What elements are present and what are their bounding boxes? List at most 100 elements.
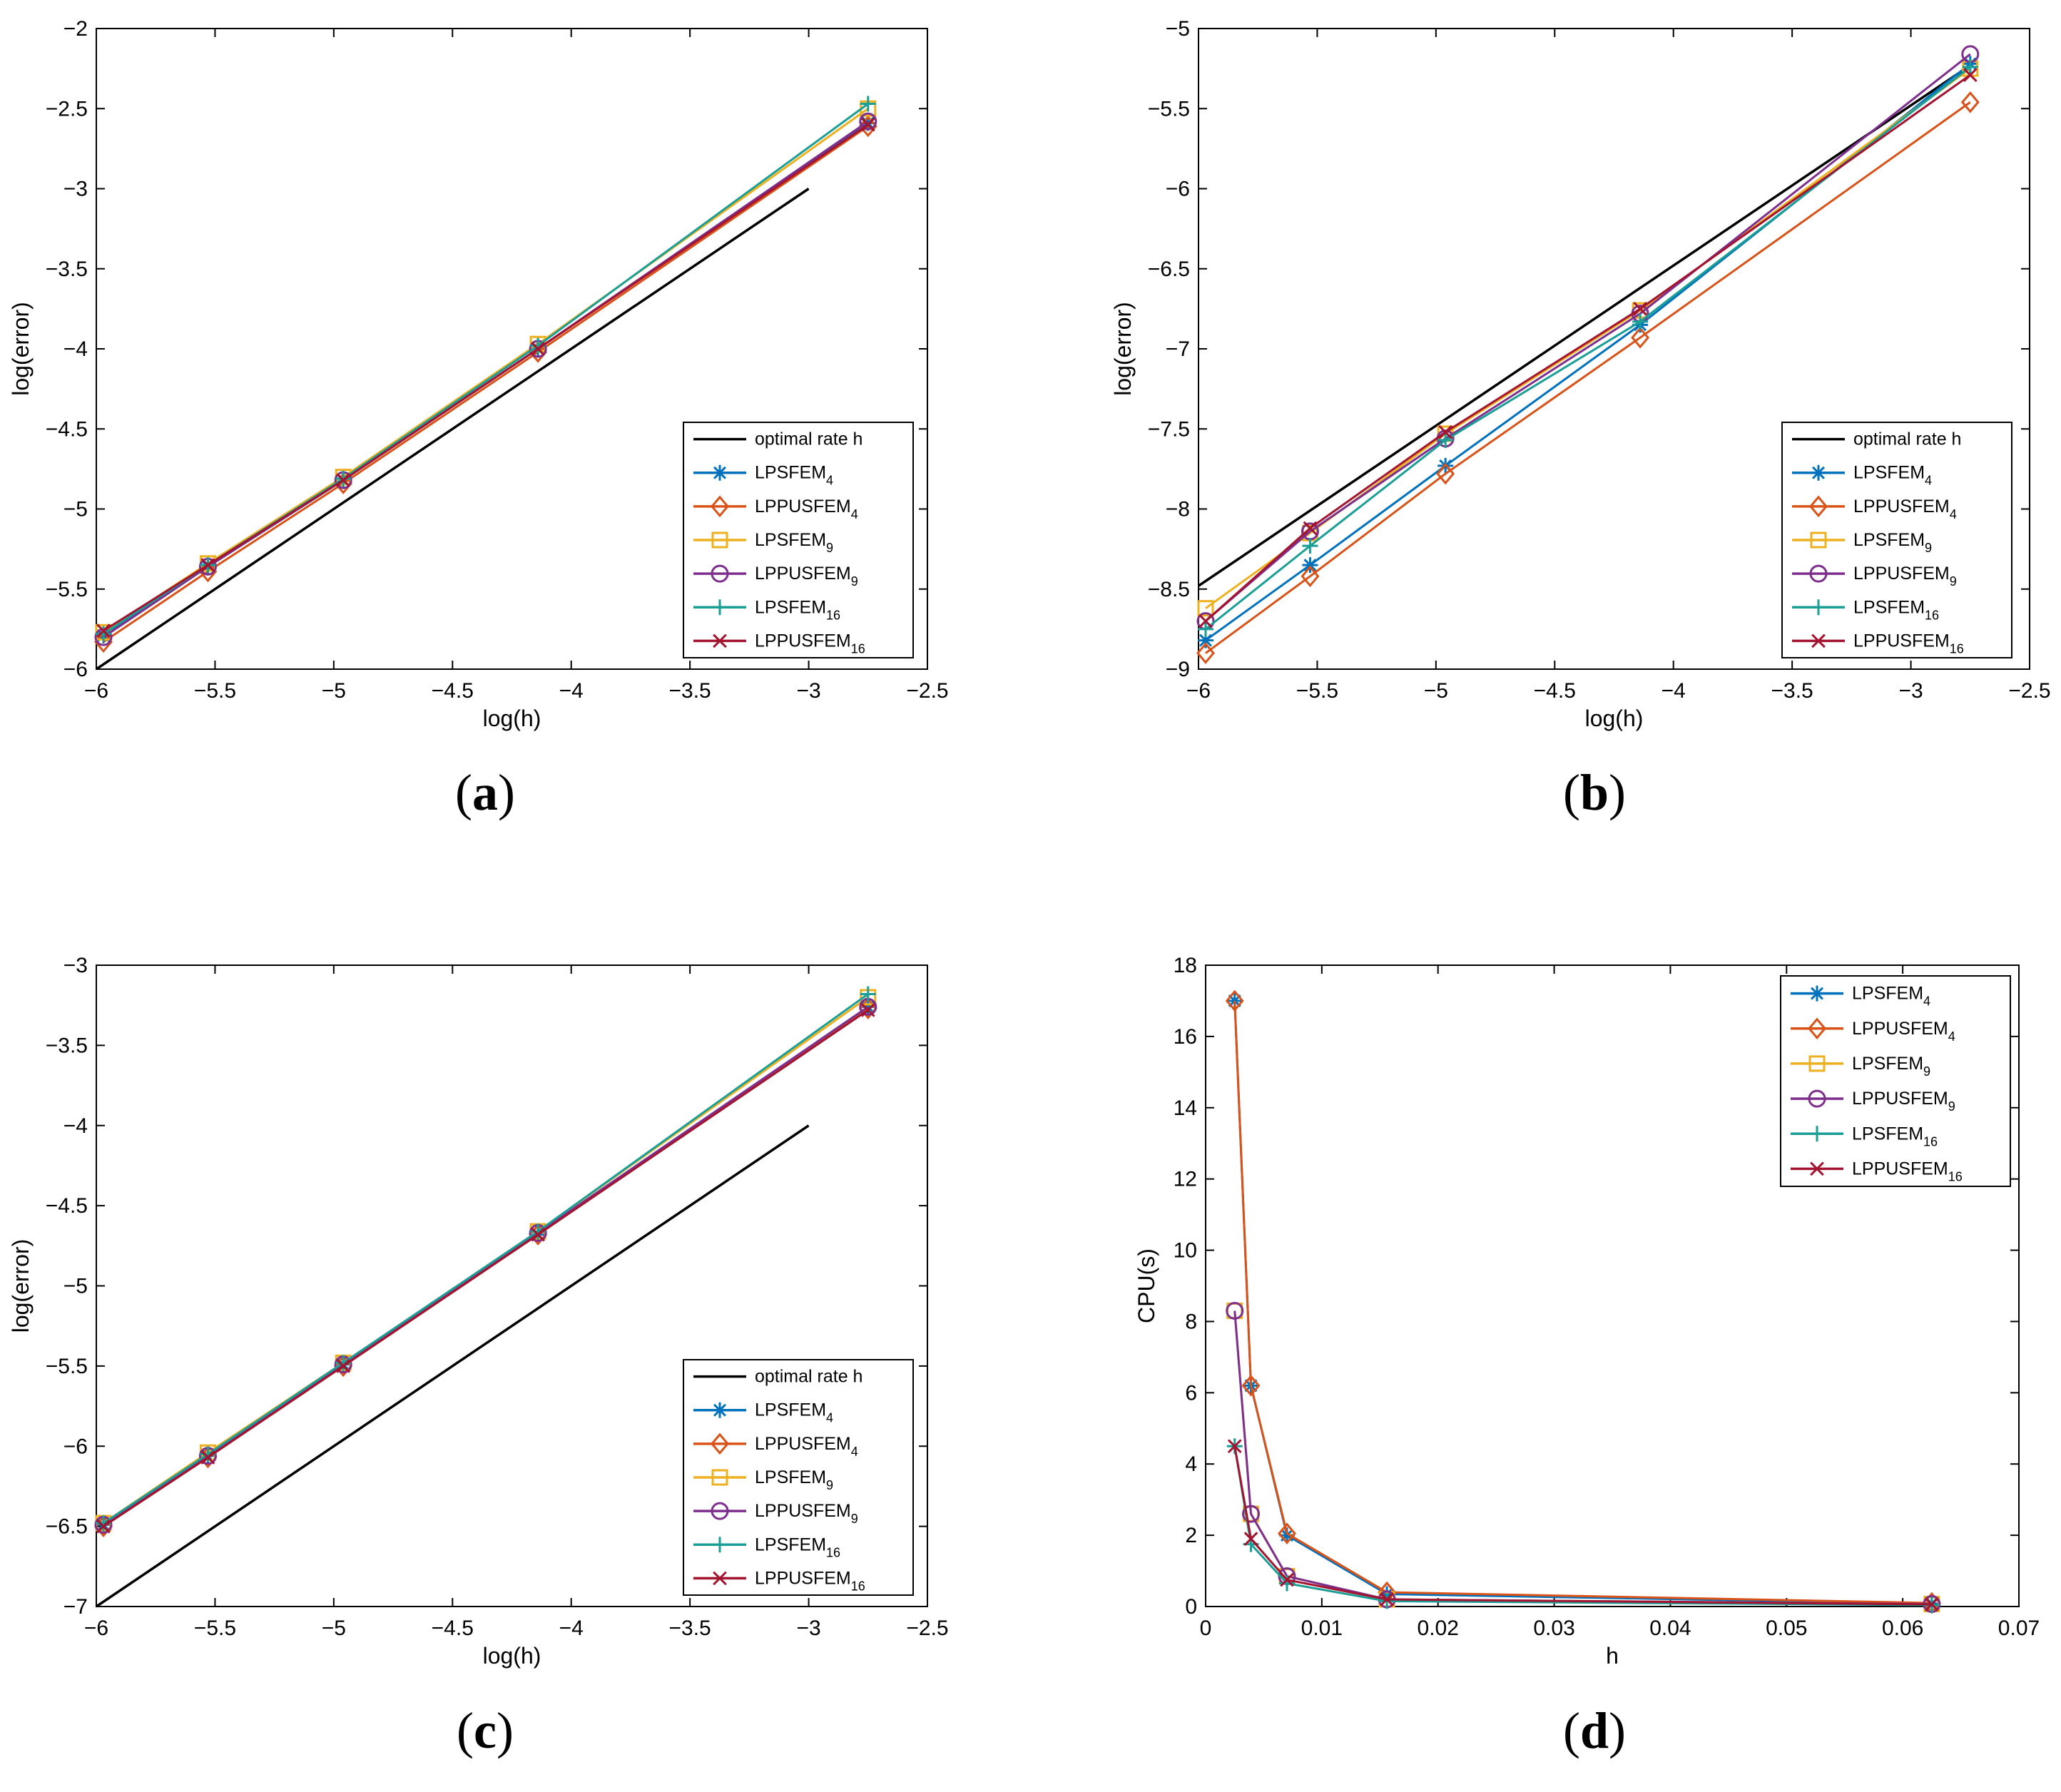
y-tick-label: −3.5 <box>46 258 88 281</box>
legend-subscript: 16 <box>1923 1134 1938 1149</box>
y-tick-label: −6 <box>63 1435 88 1458</box>
x-tick-label: −4 <box>559 679 584 703</box>
data-point <box>1226 992 1243 1009</box>
legend-subscript: 9 <box>1948 1099 1955 1114</box>
legend-subscript: 16 <box>851 641 865 656</box>
legend-label: optimal rate h <box>755 429 862 449</box>
legend-subscript: 16 <box>1948 1169 1963 1183</box>
x-tick-label: −6 <box>84 679 108 703</box>
legend-subscript: 9 <box>1925 541 1932 555</box>
y-tick-label: 16 <box>1174 1025 1197 1049</box>
legend-marker <box>1808 1089 1826 1108</box>
x-tick-label: −4.5 <box>432 679 474 703</box>
legend-subscript: 4 <box>1925 474 1932 488</box>
x-axis-label: log(h) <box>483 706 541 731</box>
legend-marker <box>711 564 729 583</box>
data-point <box>1436 462 1455 485</box>
data-point <box>1225 989 1244 1012</box>
data-point <box>1199 614 1213 628</box>
legend-marker <box>712 1537 728 1553</box>
data-point <box>860 986 876 1002</box>
legend-marker <box>711 1469 728 1486</box>
x-tick-label: 0.01 <box>1301 1617 1343 1640</box>
data-point <box>1196 642 1215 664</box>
data-point <box>1197 632 1213 648</box>
legend-subscript: 4 <box>1950 507 1957 521</box>
panel-b: −6 −5.5 −5 −4.5 −4 −3.5 −3 −2.5 −9 −8.5 −8 −7.5 −7 −6… <box>1110 17 2051 821</box>
data-point <box>1279 1575 1295 1592</box>
y-tick-label: 4 <box>1185 1452 1197 1476</box>
legend-subscript: 4 <box>1923 994 1930 1009</box>
legend-marker <box>1809 564 1828 583</box>
data-point <box>1438 424 1453 439</box>
y-tick-label: 14 <box>1174 1096 1197 1120</box>
data-point <box>1437 432 1454 448</box>
x-tick-label: −5.5 <box>194 679 236 703</box>
data-point <box>95 626 111 642</box>
data-point <box>1278 1522 1296 1544</box>
x-tick-label: −2.5 <box>906 1617 948 1640</box>
x-tick-label: −2.5 <box>906 679 948 703</box>
x-tick-label: −4 <box>559 1617 584 1640</box>
y-tick-label: −6 <box>1166 178 1190 201</box>
data-point <box>1226 1301 1244 1320</box>
series-optimal rate h <box>96 1124 810 1608</box>
data-point <box>200 1450 215 1465</box>
y-tick-label: −7.5 <box>1148 417 1190 441</box>
panel-caption: (d) <box>1563 1702 1626 1759</box>
series-line <box>1198 64 1971 587</box>
x-tick-label: −3.5 <box>669 679 711 703</box>
x-tick-label: −5.5 <box>194 1617 236 1640</box>
data-point <box>1280 1572 1294 1587</box>
x-tick-label: −4 <box>1661 679 1686 703</box>
y-tick-label: −7 <box>63 1595 88 1619</box>
legend-marker <box>713 1571 727 1586</box>
legend-marker <box>1809 1126 1825 1142</box>
panel-d: 0 0.01 0.02 0.03 0.04 0.05 0.06 0.07 0 2 4 6 8 10 12 14… <box>1134 954 2040 1759</box>
y-tick-label: −8.5 <box>1148 578 1190 601</box>
x-tick-label: −2.5 <box>2008 679 2050 703</box>
data-point <box>336 473 351 487</box>
data-point <box>531 1227 545 1242</box>
x-axis-label: h <box>1606 1643 1619 1669</box>
y-tick-label: −4 <box>63 1114 88 1138</box>
series-line <box>96 1124 810 1608</box>
legend-marker <box>712 1402 728 1418</box>
data-point <box>1241 1375 1261 1397</box>
x-tick-label: −4.5 <box>1534 679 1576 703</box>
x-tick-label: 0.07 <box>1998 1617 2040 1640</box>
y-tick-label: −4.5 <box>46 1194 88 1218</box>
legend-subscript: 16 <box>851 1579 865 1593</box>
x-tick-label: −3.5 <box>669 1617 711 1640</box>
legend-subscript: 4 <box>826 474 833 488</box>
data-point <box>860 115 876 131</box>
legend-marker <box>1809 985 1825 1002</box>
x-tick-label: −6 <box>1186 679 1211 703</box>
y-tick-label: −2.5 <box>46 97 88 121</box>
series-LPSFEM16 <box>95 986 876 1532</box>
x-axis-label: log(h) <box>483 1643 541 1669</box>
x-tick-label: 0.02 <box>1418 1617 1459 1640</box>
legend-marker <box>1810 531 1827 549</box>
legend: optimal rate hLPSFEM4LPPUSFEM4LPSFEM9LPP… <box>683 1359 914 1596</box>
series-LPPUSFEM16 <box>1227 1439 1939 1612</box>
x-axis-label: log(h) <box>1585 706 1644 731</box>
x-tick-label: −5.5 <box>1296 679 1338 703</box>
data-point <box>1962 58 1978 75</box>
x-tick-label: −3.5 <box>1771 679 1813 703</box>
legend-marker <box>711 1432 729 1455</box>
legend: optimal rate hLPSFEM4LPPUSFEM4LPSFEM9LPP… <box>683 422 914 658</box>
panel-caption: (a) <box>455 764 515 821</box>
series-optimal rate h <box>96 188 810 671</box>
x-tick-label: −3 <box>1898 679 1923 703</box>
panel-caption: (c) <box>457 1702 514 1759</box>
data-point <box>336 1359 351 1373</box>
y-tick-label: −5 <box>63 498 88 521</box>
series-LPPUSFEM16 <box>1199 68 1978 628</box>
legend-subscript: 4 <box>826 1411 833 1425</box>
legend-marker <box>1808 1017 1826 1040</box>
data-point <box>1960 91 1980 113</box>
data-point <box>1631 326 1650 349</box>
data-point <box>335 470 352 487</box>
legend-marker <box>1809 495 1828 518</box>
